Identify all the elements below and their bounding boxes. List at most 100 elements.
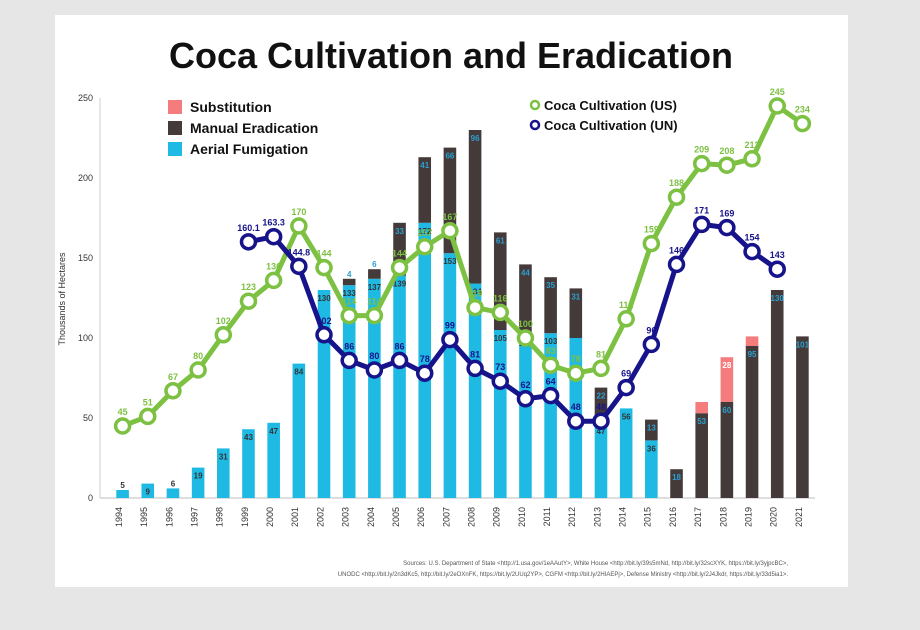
point-coca-cultivation-us: [415, 238, 434, 256]
legend: Substitution Manual Eradication Aerial Fum…: [168, 98, 678, 157]
bar-aerial-fumigation: [292, 363, 306, 498]
x-tick-label: 2010: [517, 507, 527, 527]
bar-value-label: 61: [496, 236, 505, 245]
bar-value-label: 5: [120, 481, 125, 490]
y-tick-label: 50: [83, 413, 93, 423]
point-coca-cultivation-us: [617, 310, 635, 328]
line-value-label: 78: [420, 354, 430, 364]
bar-aerial-fumigation: [519, 334, 532, 498]
bar-aerial-fumigation: [267, 422, 280, 498]
bar-value-label: 133: [343, 289, 357, 298]
line-value-label: 154: [745, 233, 760, 243]
bar-aerial-fumigation: [493, 330, 507, 498]
bar-aerial-fumigation: [594, 422, 608, 498]
bar-value-label: 36: [647, 444, 656, 453]
line-value-label: 81: [596, 349, 606, 359]
bar-value-label: 96: [471, 134, 480, 143]
bar-manual-eradication: [796, 336, 809, 498]
bar-manual-eradication: [368, 269, 381, 279]
line-value-label: 234: [795, 105, 810, 115]
bar-value-label: 47: [269, 427, 278, 436]
line-value-label: 48: [596, 402, 606, 412]
point-coca-cultivation-us: [692, 154, 711, 173]
line-value-label: 73: [495, 362, 505, 372]
y-tick-label: 200: [78, 173, 93, 183]
bar-manual-eradication: [770, 290, 784, 498]
x-tick-label: 2003: [341, 507, 351, 527]
line-coca-cultivation-us: [121, 103, 804, 429]
line-value-label: 123: [241, 282, 256, 292]
line-value-label: 119: [468, 289, 483, 299]
line-value-label: 143: [770, 250, 785, 260]
line-value-label: 157: [417, 228, 432, 238]
point-coca-cultivation-un: [264, 227, 283, 246]
point-coca-cultivation-un: [441, 330, 459, 349]
x-tick-label: 2021: [794, 507, 804, 527]
line-value-label: 212: [745, 140, 760, 150]
y-tick-label: 0: [88, 493, 93, 503]
bar-value-label: 130: [771, 294, 785, 303]
y-tick-label: 100: [78, 333, 93, 343]
bar-value-label: 137: [368, 283, 382, 292]
bar-value-label: 95: [748, 350, 757, 359]
bar-value-label: 134: [468, 288, 482, 297]
bar-value-label: 47: [597, 427, 606, 436]
y-axis-label: Thousands of Hectares: [57, 252, 67, 346]
bar-aerial-fumigation: [544, 333, 557, 498]
line-value-label: 112: [619, 300, 634, 310]
line-value-label: 167: [442, 212, 457, 222]
point-coca-cultivation-un: [290, 257, 308, 276]
bar-aerial-fumigation: [393, 275, 406, 498]
line-value-label: 169: [719, 209, 734, 219]
bar-aerial-fumigation: [342, 285, 356, 498]
bar-value-label: 66: [445, 152, 454, 161]
bar-value-label: 9: [146, 488, 151, 497]
line-value-label: 80: [193, 351, 203, 361]
bar-aerial-fumigation: [191, 467, 205, 498]
point-coca-cultivation-us: [667, 188, 686, 206]
x-tick-label: 2005: [391, 507, 401, 527]
point-coca-cultivation-us: [139, 407, 157, 426]
line-value-label: 80: [369, 351, 379, 361]
point-coca-cultivation-us: [592, 359, 610, 378]
line-value-label: 170: [291, 207, 306, 217]
line-value-label: 114: [367, 297, 382, 307]
line-value-label: 69: [621, 369, 631, 379]
legend-label: Coca Cultivation (US): [544, 98, 677, 113]
bar-manual-eradication: [720, 402, 734, 498]
x-tick-label: 1997: [190, 507, 200, 527]
point-coca-cultivation-un: [617, 378, 635, 397]
point-coca-cultivation-us: [642, 234, 661, 253]
bar-value-label: 31: [571, 292, 580, 301]
line-value-label: 96: [646, 325, 656, 335]
line-value-label: 102: [216, 316, 231, 326]
bar-manual-eradication: [342, 278, 356, 286]
bar-value-label: 6: [750, 327, 755, 336]
bar-value-label: 153: [443, 257, 457, 266]
point-coca-cultivation-us: [113, 417, 132, 435]
legend-label: Aerial Fumigation: [190, 141, 308, 157]
x-tick-label: 2009: [492, 507, 502, 527]
x-tick-label: 2018: [718, 507, 728, 527]
point-coca-cultivation-us: [214, 326, 233, 344]
point-coca-cultivation-us: [189, 361, 207, 379]
bar-manual-eradication: [569, 288, 583, 338]
x-tick-label: 2001: [290, 507, 300, 527]
bar-manual-eradication: [519, 264, 532, 335]
bar-value-label: 84: [294, 368, 303, 377]
line-value-label: 160.1: [237, 223, 260, 233]
x-tick-label: 2011: [542, 507, 552, 526]
line-value-label: 171: [694, 205, 709, 215]
legend-marker: [529, 119, 541, 131]
line-value-label: 136: [266, 261, 281, 271]
bar-aerial-fumigation: [645, 440, 658, 498]
bar-aerial-fumigation: [418, 222, 432, 499]
x-tick-labels: 1994 1995 1996 1997 1998 1999 2000 2001 2002 2003…: [114, 507, 804, 527]
line-value-label: 144.8: [288, 247, 311, 257]
bar-substitution: [695, 402, 708, 414]
bar-manual-eradication: [670, 469, 683, 498]
bar-value-label: 13: [647, 424, 656, 433]
point-coca-cultivation-un: [642, 335, 661, 354]
